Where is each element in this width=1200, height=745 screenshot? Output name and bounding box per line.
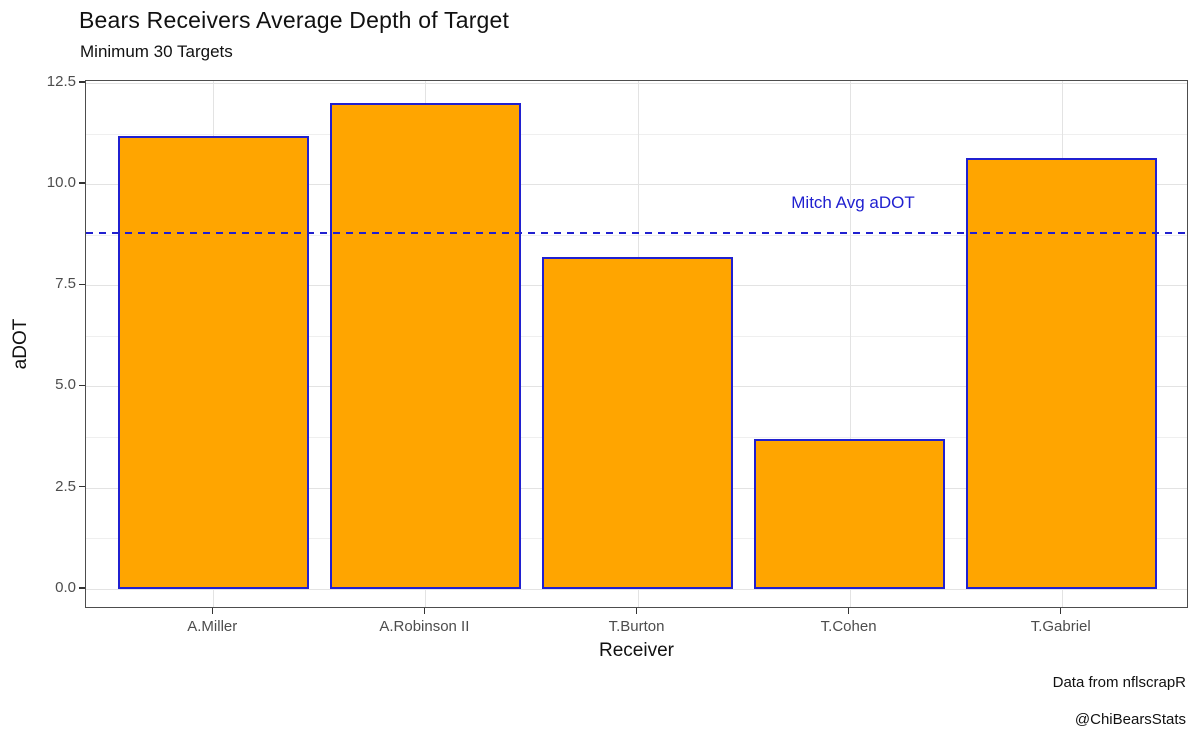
bar-A.Robinson II — [329, 103, 521, 589]
y-axis-tick — [79, 182, 85, 184]
x-axis-tick-label: A.Robinson II — [379, 618, 470, 635]
y-axis-tick-label: 10.0 — [46, 174, 76, 192]
x-axis-tick — [211, 608, 214, 614]
y-axis-tick — [79, 81, 85, 83]
bar-T.Burton — [542, 257, 733, 589]
x-axis-tick — [423, 608, 426, 614]
x-axis-tick-label: T.Gabriel — [1030, 618, 1091, 635]
x-axis-tick — [847, 608, 850, 614]
x-axis-tick — [635, 608, 638, 614]
x-axis-title: Receiver — [599, 640, 674, 661]
x-axis-tick-label: A.Miller — [187, 618, 238, 635]
y-axis-tick — [79, 384, 85, 387]
gridline-major-horizontal — [86, 83, 1187, 85]
gridline-minor-horizontal — [86, 133, 1187, 135]
bar-T.Cohen — [754, 439, 946, 589]
y-axis-tick-label: 0.0 — [55, 578, 76, 596]
caption-data-source: Data from nflscrapR — [1052, 674, 1186, 691]
y-axis-tick — [79, 283, 85, 286]
reference-line — [86, 231, 1187, 234]
chart-subtitle: Minimum 30 Targets — [80, 42, 233, 61]
x-axis-tick-label: T.Burton — [608, 618, 665, 635]
bar-A.Miller — [117, 135, 309, 589]
reference-line-label: Mitch Avg aDOT — [791, 193, 915, 212]
chart-title: Bears Receivers Average Depth of Target — [79, 7, 510, 33]
y-axis-tick — [79, 587, 85, 589]
gridline-major-horizontal — [86, 588, 1187, 590]
y-axis-title: aDOT — [10, 318, 31, 370]
caption-author-handle: @ChiBearsStats — [1074, 711, 1186, 728]
y-axis-tick-label: 7.5 — [55, 275, 76, 293]
y-axis-tick-label: 2.5 — [55, 477, 76, 495]
plot-panel — [85, 80, 1188, 608]
y-axis-tick-label: 12.5 — [46, 73, 76, 91]
bar-T.Gabriel — [966, 157, 1158, 589]
x-axis-tick — [1059, 608, 1062, 614]
x-axis-tick-label: T.Cohen — [820, 618, 877, 635]
y-axis-tick — [79, 485, 85, 488]
y-axis-tick-label: 5.0 — [55, 376, 76, 394]
